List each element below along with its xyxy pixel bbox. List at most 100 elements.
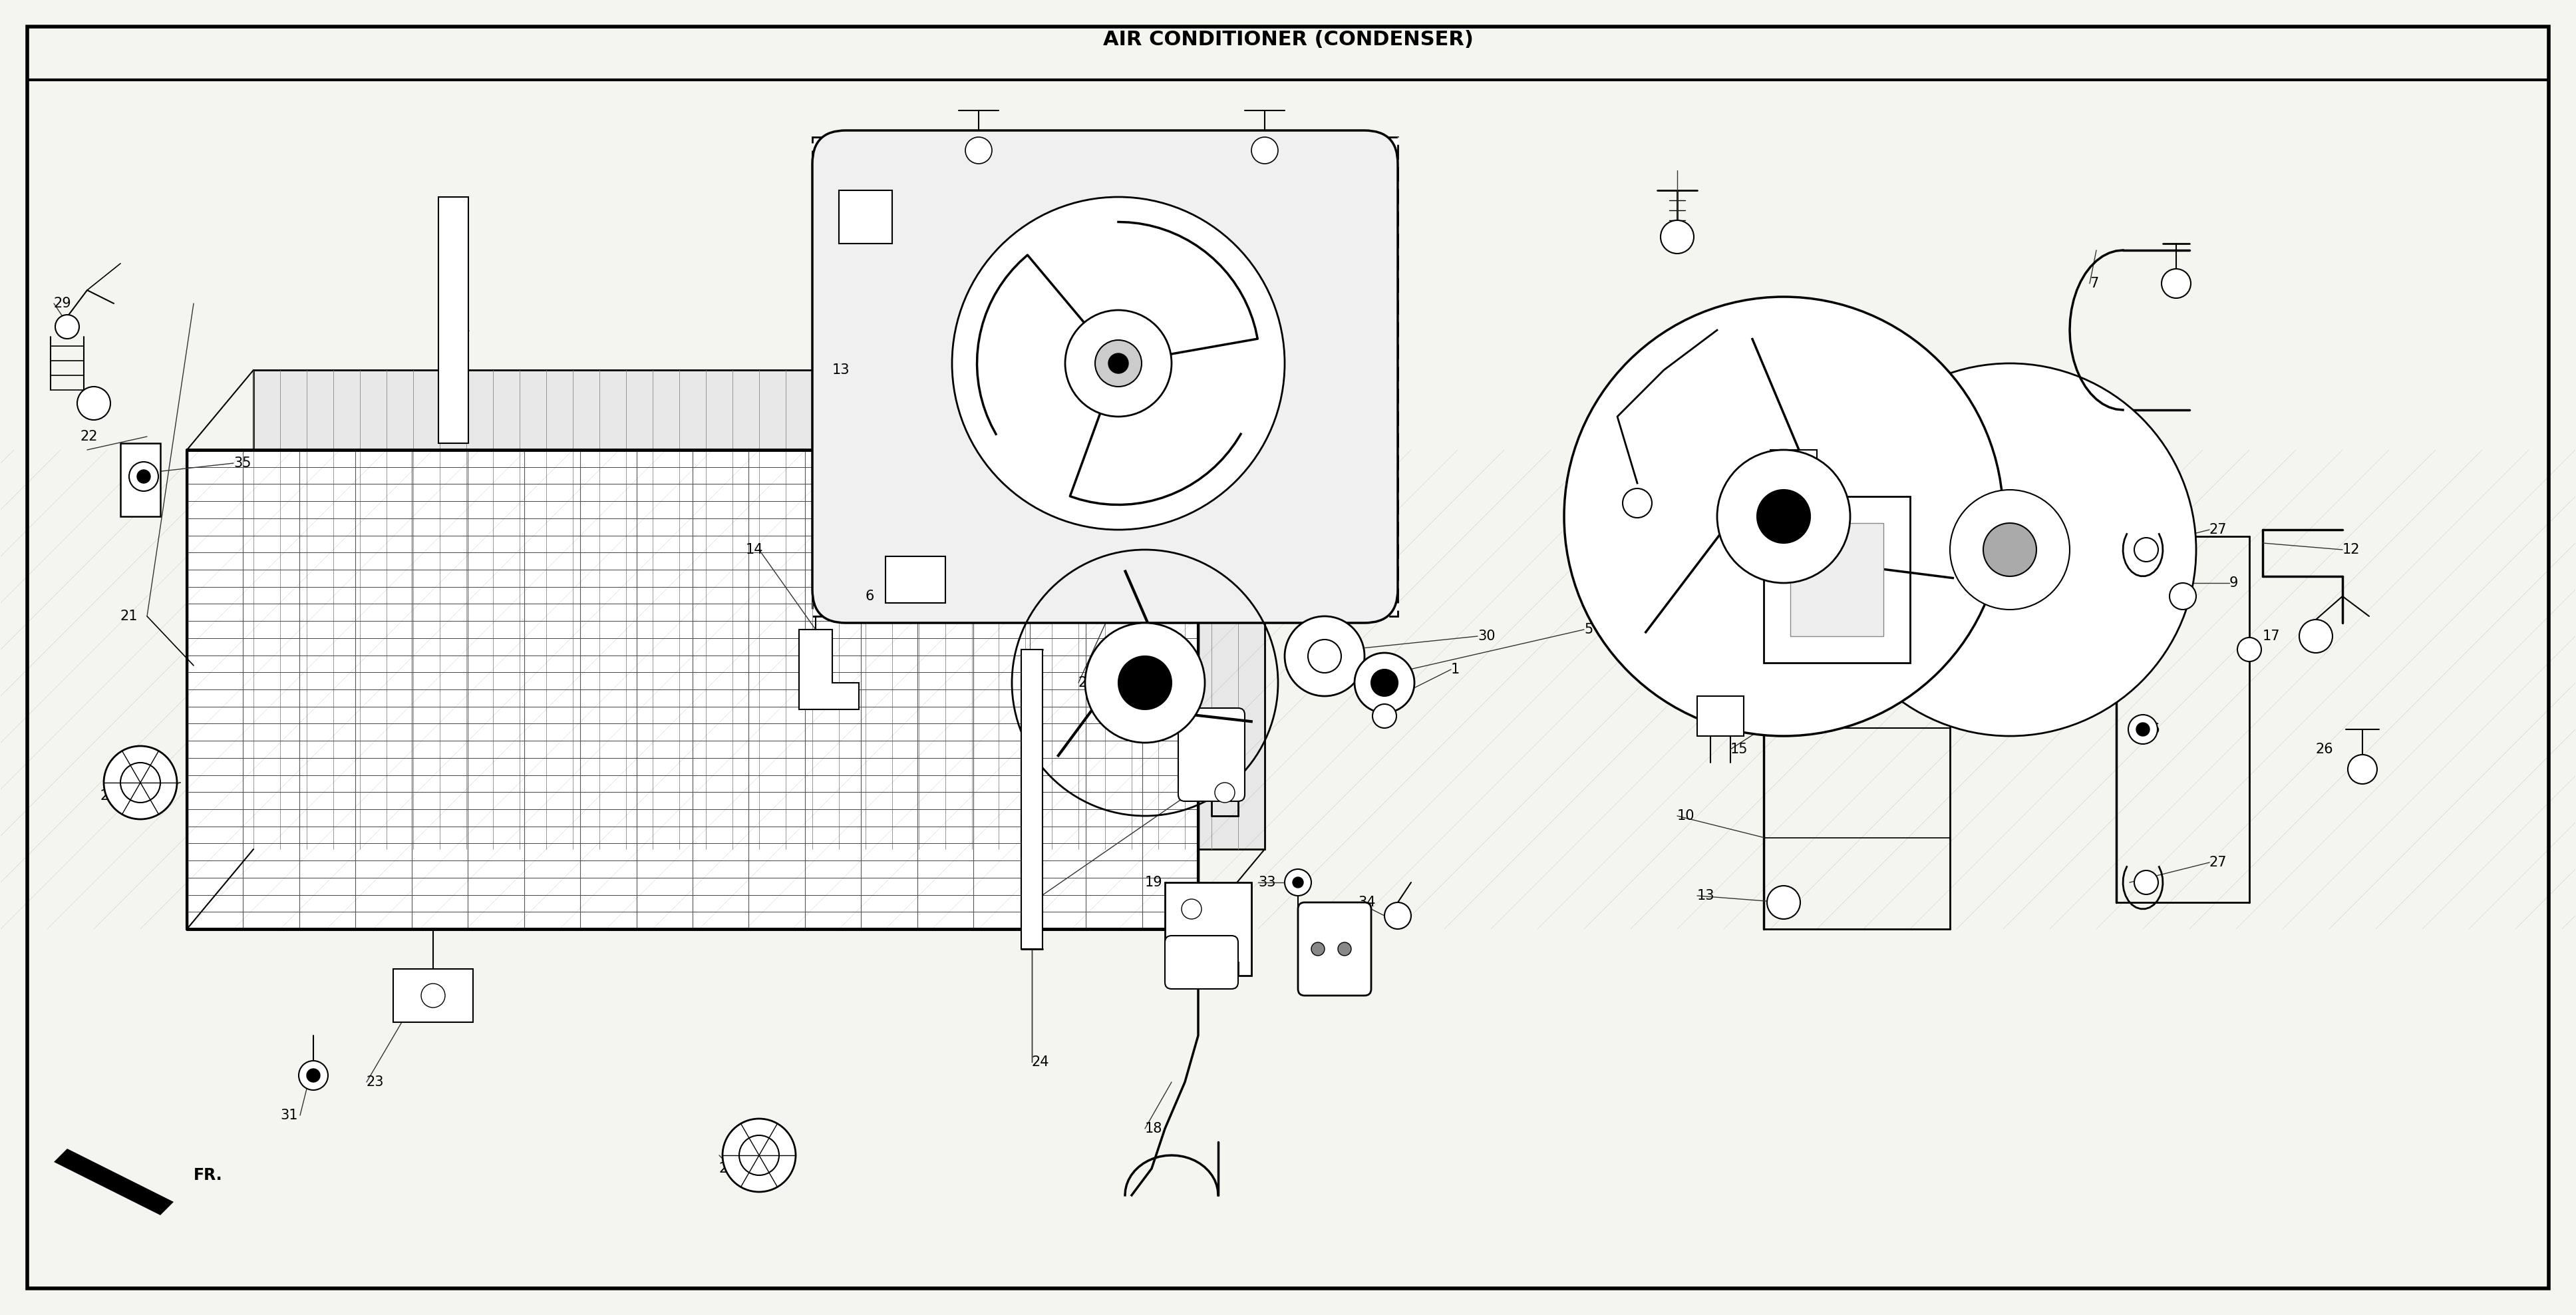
Circle shape [137, 469, 149, 483]
Polygon shape [840, 191, 891, 243]
Circle shape [1767, 886, 1801, 919]
Text: 19: 19 [1144, 876, 1162, 889]
Bar [1698, 696, 1744, 736]
Circle shape [1108, 354, 1128, 373]
Circle shape [307, 1069, 319, 1082]
Text: 26: 26 [2316, 743, 2334, 756]
Bar [1770, 450, 1816, 497]
Text: 35: 35 [234, 456, 250, 469]
Circle shape [54, 314, 80, 339]
Circle shape [1383, 902, 1412, 928]
Bar [252, 370, 1265, 849]
Circle shape [2136, 723, 2148, 736]
Circle shape [739, 1135, 778, 1176]
Circle shape [2347, 755, 2378, 784]
Circle shape [420, 984, 446, 1007]
Text: 26: 26 [1664, 230, 1682, 243]
Text: 10: 10 [1677, 809, 1695, 823]
Circle shape [953, 197, 1285, 530]
Text: 30: 30 [1479, 630, 1494, 643]
Bar [1765, 497, 1909, 663]
Circle shape [1718, 450, 1850, 583]
Text: 4: 4 [853, 210, 860, 224]
Circle shape [1984, 523, 2038, 576]
Circle shape [121, 763, 160, 802]
Text: 24: 24 [1033, 1056, 1048, 1069]
Circle shape [1182, 899, 1200, 919]
Text: 6: 6 [1677, 696, 1687, 709]
FancyBboxPatch shape [811, 130, 1399, 623]
Bar [886, 556, 945, 604]
Text: 15: 15 [1731, 743, 1749, 756]
Circle shape [1311, 943, 1324, 956]
Circle shape [2136, 538, 2159, 562]
Text: 16: 16 [2143, 723, 2161, 736]
Circle shape [1337, 943, 1352, 956]
Text: 27: 27 [2210, 523, 2228, 537]
Text: 21: 21 [121, 610, 139, 623]
Circle shape [299, 1061, 327, 1090]
Circle shape [2128, 715, 2159, 744]
Text: FR.: FR. [193, 1168, 222, 1184]
Circle shape [966, 137, 992, 163]
Text: 17: 17 [2262, 630, 2280, 643]
Text: 6: 6 [866, 589, 873, 604]
Circle shape [1309, 639, 1342, 673]
Text: 11: 11 [1631, 356, 1649, 370]
Circle shape [131, 467, 149, 487]
Text: 20: 20 [1311, 909, 1329, 922]
Text: 25: 25 [100, 789, 118, 802]
Circle shape [1662, 221, 1695, 254]
Circle shape [77, 387, 111, 419]
Circle shape [2136, 871, 2159, 894]
Circle shape [1757, 489, 1811, 543]
Bar [394, 969, 474, 1022]
FancyBboxPatch shape [1298, 902, 1370, 995]
Text: 33: 33 [1257, 876, 1275, 889]
FancyBboxPatch shape [1177, 707, 1244, 801]
Circle shape [1373, 704, 1396, 729]
Circle shape [2161, 268, 2190, 299]
Polygon shape [54, 1148, 173, 1215]
Text: 27: 27 [2210, 856, 2228, 869]
Circle shape [1293, 877, 1303, 888]
Bar [1790, 523, 1883, 636]
Circle shape [1064, 310, 1172, 417]
Circle shape [1950, 489, 2069, 610]
Text: 1: 1 [1450, 663, 1461, 676]
Circle shape [103, 746, 178, 819]
Text: 28: 28 [1079, 676, 1095, 689]
Circle shape [2239, 638, 2262, 661]
Bar [438, 197, 469, 443]
Text: 7: 7 [2089, 277, 2099, 291]
Text: 2: 2 [1033, 896, 1041, 909]
Text: 23: 23 [366, 1076, 384, 1089]
Circle shape [1285, 617, 1365, 696]
Circle shape [1252, 137, 1278, 163]
Circle shape [1824, 363, 2197, 736]
Circle shape [1095, 341, 1141, 387]
Text: 9: 9 [2228, 576, 2239, 589]
Bar [811, 137, 1399, 617]
Polygon shape [799, 630, 858, 709]
Text: 31: 31 [281, 1109, 299, 1122]
Circle shape [1216, 782, 1234, 802]
Circle shape [721, 1119, 796, 1191]
Text: 18: 18 [1144, 1122, 1162, 1135]
FancyBboxPatch shape [1164, 936, 1239, 989]
Text: 22: 22 [80, 430, 98, 443]
Polygon shape [1164, 882, 1252, 976]
Text: 14: 14 [747, 543, 762, 556]
Text: 3: 3 [1917, 596, 1924, 610]
Polygon shape [121, 443, 160, 517]
Circle shape [1623, 488, 1651, 518]
Text: 34: 34 [1358, 896, 1376, 909]
Circle shape [129, 462, 157, 490]
Circle shape [1564, 297, 2004, 736]
Bar [188, 450, 1198, 928]
Circle shape [1084, 623, 1206, 743]
Text: 24: 24 [453, 323, 471, 337]
Text: AIR CONDITIONER (CONDENSER): AIR CONDITIONER (CONDENSER) [1103, 30, 1473, 50]
Text: 12: 12 [2342, 543, 2360, 556]
Text: 5: 5 [1584, 623, 1592, 636]
